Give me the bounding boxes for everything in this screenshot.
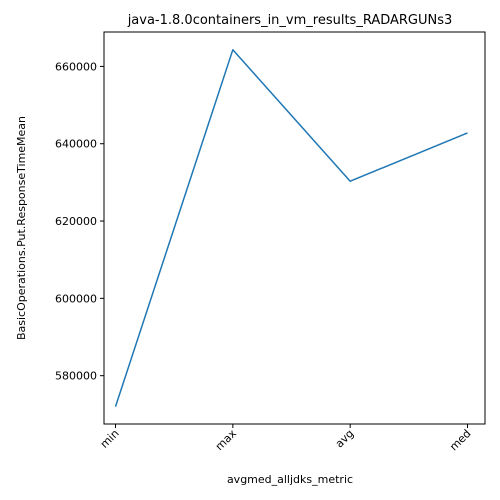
y-axis-label: BasicOperations.Put.ResponseTimeMean: [15, 116, 28, 340]
x-axis: min max avg med: [98, 424, 474, 453]
x-axis-label: avgmed_alljdks_metric: [227, 473, 353, 486]
x-tick-label: min: [98, 427, 122, 451]
chart-title: java-1.8.0containers_in_vm_results_RADAR…: [127, 13, 453, 28]
x-tick-label: avg: [333, 427, 357, 451]
x-tick-label: med: [447, 427, 473, 453]
y-tick-label: 640000: [55, 138, 97, 151]
y-tick-label: 660000: [55, 60, 97, 73]
y-tick-label: 600000: [55, 292, 97, 305]
x-tick-label: max: [213, 427, 239, 453]
plot-area: [103, 31, 486, 425]
y-axis: 580000 600000 620000 640000 660000: [55, 60, 104, 383]
y-tick-label: 620000: [55, 215, 97, 228]
y-tick-label: 580000: [55, 370, 97, 383]
series-line-0: [114, 49, 468, 407]
series-group: [114, 49, 468, 407]
